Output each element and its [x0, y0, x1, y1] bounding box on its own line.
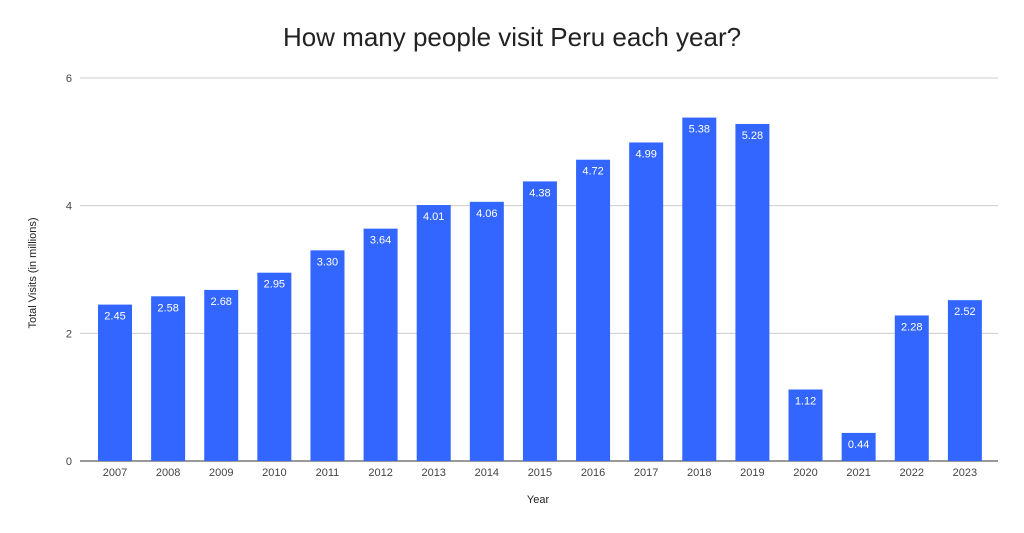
bar-2015 — [522, 181, 557, 461]
bar-2011 — [310, 250, 345, 461]
x-tick-label-2008: 2008 — [156, 467, 180, 479]
x-tick-label-2022: 2022 — [900, 467, 924, 479]
data-label-2022: 2.28 — [901, 321, 922, 333]
bar-2014 — [469, 201, 504, 461]
y-axis-title: Total Visits (in millions) — [27, 217, 39, 328]
data-label-2011: 3.30 — [317, 256, 338, 268]
data-label-2008: 2.58 — [157, 302, 178, 314]
bar-2007 — [98, 304, 132, 461]
bar-2020 — [788, 389, 823, 461]
x-axis-ticks: 2007 2008 2009 2010 2011 2012 2013 2014 2015 2016… — [103, 467, 977, 479]
bars — [98, 117, 982, 462]
bar-2023 — [947, 300, 982, 461]
data-label-2017: 4.99 — [635, 148, 656, 160]
y-tick-label: 2 — [66, 328, 72, 340]
x-tick-label-2013: 2013 — [421, 467, 445, 479]
data-label-2016: 4.72 — [582, 166, 603, 178]
data-label-2013: 4.01 — [423, 211, 444, 223]
x-tick-label-2011: 2011 — [316, 467, 340, 479]
y-tick-label: 0 — [66, 456, 72, 468]
data-label-2014: 4.06 — [476, 208, 497, 220]
x-tick-label-2018: 2018 — [687, 467, 711, 479]
data-label-2020: 1.12 — [795, 396, 816, 408]
bar-2017 — [629, 142, 664, 461]
bar-2008 — [151, 296, 186, 461]
data-label-2010: 2.95 — [264, 279, 285, 291]
bar-2022 — [894, 315, 929, 461]
data-label-2023: 2.52 — [954, 306, 975, 318]
x-tick-label-2016: 2016 — [581, 467, 605, 479]
bar-2018 — [682, 117, 717, 462]
bar-2012 — [363, 228, 398, 461]
data-label-2007: 2.45 — [104, 311, 125, 323]
data-label-2021: 0.44 — [848, 439, 869, 451]
x-tick-label-2017: 2017 — [634, 467, 658, 479]
bar-2021 — [841, 432, 876, 461]
x-tick-label-2015: 2015 — [528, 467, 552, 479]
x-tick-label-2009: 2009 — [209, 467, 233, 479]
x-axis-title: Year — [527, 494, 550, 506]
data-label-2019: 5.28 — [742, 130, 763, 142]
data-label-2018: 5.38 — [689, 124, 710, 136]
bar-2016 — [576, 159, 611, 461]
data-label-2015: 4.38 — [529, 187, 550, 199]
x-tick-label-2012: 2012 — [368, 467, 392, 479]
chart-title: How many people visit Peru each year? — [282, 22, 742, 52]
bar-2010 — [257, 272, 292, 461]
bar-2013 — [416, 205, 451, 461]
x-tick-label-2021: 2021 — [846, 467, 870, 479]
x-tick-label-2023: 2023 — [953, 467, 977, 479]
data-label-2012: 3.64 — [370, 235, 391, 247]
x-tick-label-2019: 2019 — [740, 467, 764, 479]
bar-2019 — [735, 123, 770, 462]
y-tick-label: 6 — [66, 73, 72, 85]
bar-2009 — [204, 289, 239, 461]
x-tick-label-2020: 2020 — [793, 467, 817, 479]
x-tick-label-2010: 2010 — [262, 467, 286, 479]
x-tick-label-2014: 2014 — [475, 467, 499, 479]
y-axis-ticks: 0 2 4 6 — [66, 73, 72, 468]
y-tick-label: 4 — [66, 201, 72, 213]
data-label-2009: 2.68 — [211, 296, 232, 308]
x-tick-label-2007: 2007 — [103, 467, 127, 479]
data-labels: 2.45 2.58 2.68 2.95 3.30 3.64 4.01 4.06 4.38 4.72… — [104, 124, 975, 451]
